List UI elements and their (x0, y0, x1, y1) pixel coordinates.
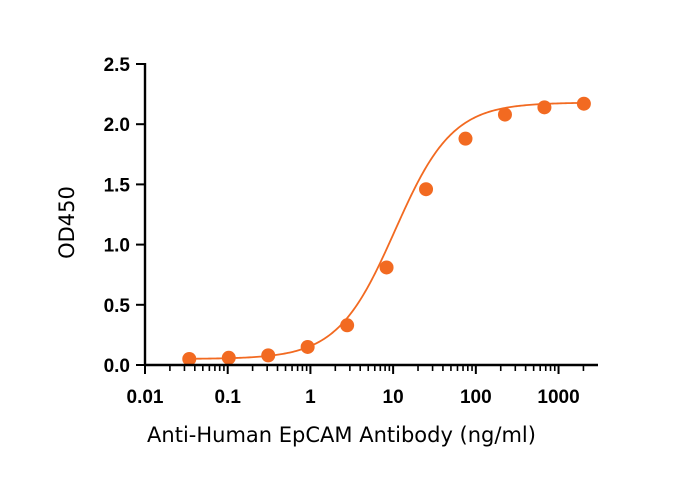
data-point (300, 339, 315, 354)
y-tick-label: 1.0 (104, 236, 130, 257)
x-tick-label: 10 (383, 387, 404, 408)
x-tick-label: 100 (460, 387, 492, 408)
data-point (261, 348, 276, 363)
fit-curve (189, 101, 584, 360)
data-point (379, 260, 394, 275)
x-tick-label: 1 (305, 387, 316, 408)
data-point (576, 96, 591, 111)
y-tick-label: 2.0 (104, 115, 130, 136)
data-point (340, 318, 355, 333)
x-tick-label: 0.01 (127, 387, 164, 408)
axis-ticks: 0.0 0.5 1.0 1.5 2.0 2.5 0.01 0.1 1 10 100 1000 (104, 55, 585, 408)
data-points (182, 96, 591, 366)
y-axis-title: OD450 (55, 186, 79, 259)
data-point (458, 131, 473, 146)
y-tick-label: 2.5 (104, 55, 131, 76)
y-tick-label: 0.0 (104, 356, 130, 377)
data-point (419, 182, 434, 197)
y-tick-label: 1.5 (104, 175, 131, 196)
data-point (221, 350, 236, 365)
data-point (537, 100, 552, 115)
y-tick-label: 0.5 (104, 296, 131, 317)
x-tick-label: 0.1 (214, 387, 241, 408)
data-point (182, 351, 197, 366)
x-tick-label: 1000 (537, 387, 579, 408)
x-axis-title: Anti-Human EpCAM Antibody (ng/ml) (147, 423, 536, 447)
data-point (497, 107, 512, 122)
